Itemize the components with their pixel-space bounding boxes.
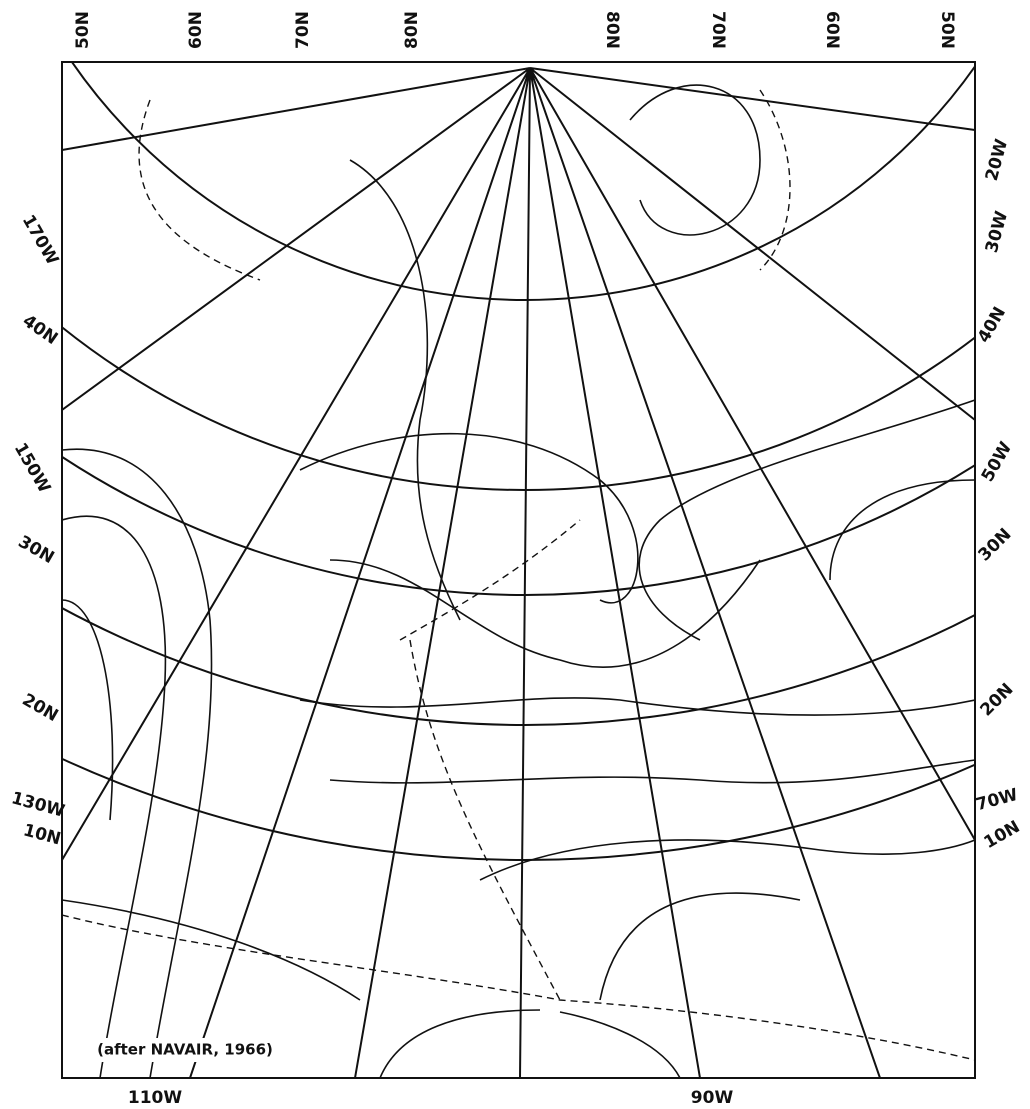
map-lines (0, 0, 1030, 1078)
grid-label: 70W (974, 785, 1020, 815)
grid-labels: 50N 60N 70N 80N 80N 70N 60N 50N 20W 30W 170W 40N 40N… (9, 11, 1023, 1108)
grid-label: 40N (19, 311, 62, 349)
grid-label: 90W (691, 1088, 734, 1108)
grid-label: 50N (937, 11, 957, 49)
grid-label: 130W (9, 788, 67, 821)
map-frame (62, 62, 975, 1078)
grid-label: 20W (982, 137, 1012, 183)
grid-label: 110W (128, 1088, 182, 1108)
grid-label: 80N (402, 11, 422, 49)
grid-label: 70N (708, 11, 728, 49)
grid-label: 80N (602, 11, 622, 49)
grid-label: 40N (974, 304, 1010, 347)
grid-label: 170W (18, 212, 63, 269)
grid-label: 50W (978, 438, 1017, 485)
grid-label: 70N (293, 11, 313, 49)
map: (after NAVAIR, 1966) 50N 60N 70N 80N 80N 70N 6… (0, 0, 1030, 1109)
grid-label: 20N (19, 690, 62, 726)
grid-label: 30N (15, 532, 58, 568)
grid-label: 20N (977, 680, 1018, 721)
grid-label: 60N (822, 11, 842, 49)
grid-label: 50N (73, 11, 93, 49)
grid-label: 10N (981, 817, 1024, 853)
grid-label: 10N (21, 820, 63, 849)
grid-label: 30N (975, 525, 1016, 566)
credit: (after NAVAIR, 1966) (97, 1041, 273, 1059)
grid-label: 30W (982, 209, 1012, 255)
grid-label: 150W (10, 440, 55, 497)
grid-label: 60N (186, 11, 206, 49)
